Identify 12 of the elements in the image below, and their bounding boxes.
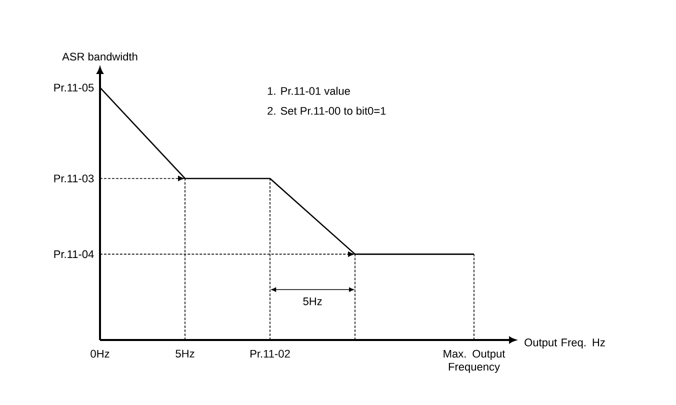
- x-axis-title: Output Freq. Hz: [524, 338, 605, 349]
- ref-line-label: Pr.11-04: [54, 250, 94, 258]
- annotation: 5Hz: [303, 298, 322, 306]
- annotation: Pr.11-05: [54, 84, 94, 92]
- x-tick-label: Max. Output Frequency: [444, 350, 506, 373]
- annotation: 2. Set Pr.11-00 to bit0=1: [268, 106, 386, 115]
- y-axis-title: ASR bandwidth: [62, 52, 138, 61]
- x-tick-label: 0Hz: [90, 350, 110, 358]
- x-tick-label: Pr.11-02: [250, 350, 290, 358]
- x-tick-label: 5Hz: [176, 350, 194, 358]
- annotation: 1. Pr.11-01 value: [268, 86, 350, 95]
- ref-line-label: Pr.11-03: [54, 174, 94, 182]
